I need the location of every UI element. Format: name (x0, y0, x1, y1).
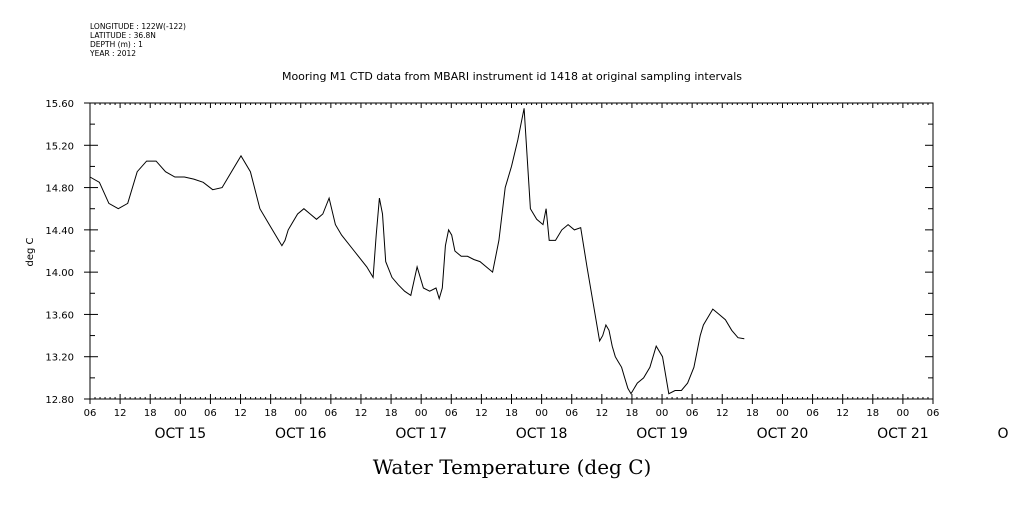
x-axis-label: Water Temperature (deg C) (373, 455, 652, 479)
meta-longitude: LONGITUDE : 122W(-122) (90, 22, 186, 31)
y-tick-label: 14.00 (45, 268, 74, 279)
x-hour-label: 00 (776, 408, 789, 419)
x-hour-label: 12 (355, 408, 368, 419)
x-hour-label: 18 (746, 408, 759, 419)
x-hour-label: 18 (144, 408, 157, 419)
x-hour-label: 18 (626, 408, 639, 419)
x-hour-label: 06 (927, 408, 940, 419)
x-hour-label: 06 (686, 408, 699, 419)
x-day-label: OCT 21 (877, 426, 929, 442)
x-hour-label: 00 (294, 408, 307, 419)
x-hour-label: 18 (385, 408, 398, 419)
x-day-label: OCT 18 (516, 426, 568, 442)
plot-frame (89, 102, 934, 400)
y-axis-label: deg C (25, 237, 36, 266)
x-ticks: 06 12 18 00 06 12 18 00 06 12 18 00 06 12 18 00 06 12 18 00… (84, 103, 1009, 442)
x-hour-label: 00 (535, 408, 548, 419)
x-hour-label: 06 (565, 408, 578, 419)
x-hour-label: 18 (264, 408, 277, 419)
x-day-label: OCT 15 (155, 426, 207, 442)
x-hour-label: 06 (84, 408, 97, 419)
x-hour-label: 18 (866, 408, 879, 419)
chart-title: Mooring M1 CTD data from MBARI instrumen… (282, 70, 742, 83)
x-day-label: OCT 16 (275, 426, 327, 442)
y-tick-label: 15.20 (45, 141, 74, 152)
x-hour-label: 12 (836, 408, 849, 419)
x-hour-label: 12 (716, 408, 729, 419)
x-hour-label: 06 (445, 408, 458, 419)
x-day-label: OCT 17 (395, 426, 447, 442)
meta-depth: DEPTH (m) : 1 (90, 40, 143, 49)
series-line (89, 108, 745, 395)
series-layer (89, 108, 745, 395)
x-hour-label: 18 (505, 408, 518, 419)
y-tick-label: 13.20 (45, 353, 74, 364)
x-hour-label: 12 (475, 408, 488, 419)
y-tick-label: 15.60 (45, 99, 74, 110)
x-day-label: OCT 19 (636, 426, 688, 442)
x-hour-label: 06 (806, 408, 819, 419)
x-hour-label: 00 (897, 408, 910, 419)
x-hour-label: 00 (656, 408, 669, 419)
x-hour-label: 12 (114, 408, 127, 419)
y-tick-label: 13.60 (45, 310, 74, 321)
x-hour-label: 06 (204, 408, 217, 419)
x-day-label: OCT 20 (757, 426, 809, 442)
x-hour-label: 00 (174, 408, 187, 419)
y-tick-label: 14.40 (45, 226, 74, 237)
x-hour-label: 12 (234, 408, 247, 419)
meta-year: YEAR : 2012 (90, 49, 137, 58)
x-day-label: OCT 22 (998, 426, 1009, 442)
y-ticks: 12.80 13.20 13.60 14.00 14.40 14.80 15.20 15.60 (45, 99, 933, 406)
x-hour-label: 06 (324, 408, 337, 419)
x-hour-label: 00 (415, 408, 428, 419)
x-hour-label: 12 (595, 408, 608, 419)
meta-latitude: LATITUDE : 36.8N (90, 31, 156, 40)
y-tick-label: 12.80 (45, 395, 74, 406)
y-tick-label: 14.80 (45, 184, 74, 195)
